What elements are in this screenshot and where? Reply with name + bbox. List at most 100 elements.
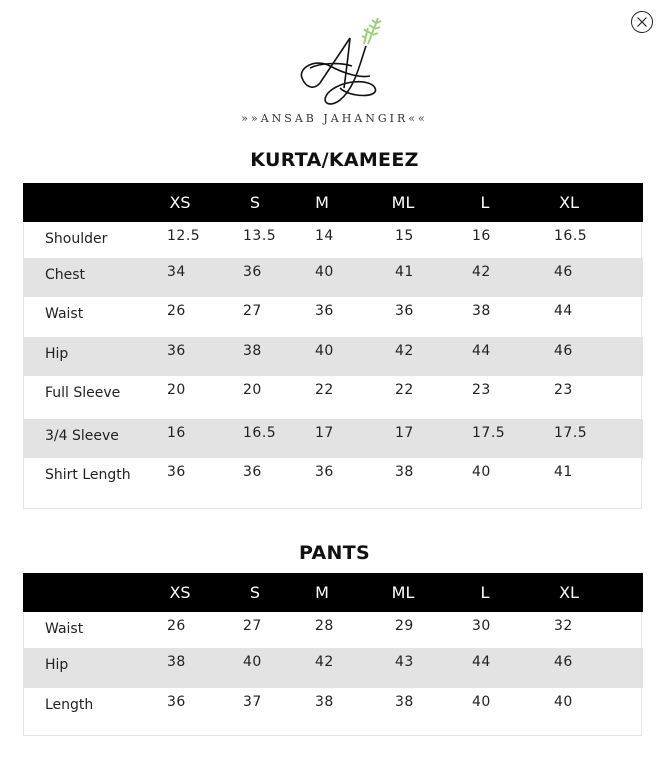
cell-xl: 44 <box>554 303 573 319</box>
cell-l: 42 <box>472 264 491 280</box>
cell-ml: 36 <box>395 303 414 319</box>
cell-s: 40 <box>243 654 262 670</box>
cell-ml: 43 <box>395 654 414 670</box>
kurta-size-table: XS S M ML L XL Shoulder 12.5 13.5 14 15 16 16.5 Chest… <box>23 183 643 509</box>
table-header: XS S M ML L XL <box>23 183 643 222</box>
row-label: 3/4 Sleeve <box>45 428 119 444</box>
pants-title: PANTS <box>299 542 370 564</box>
cell-xs: 38 <box>167 654 186 670</box>
row-label: Shoulder <box>45 231 108 247</box>
cell-xl: 41 <box>554 464 573 480</box>
cell-s: 37 <box>243 694 262 710</box>
cell-ml: 38 <box>395 464 414 480</box>
cell-l: 38 <box>472 303 491 319</box>
table-row: Waist 26 27 28 29 30 32 <box>23 612 643 648</box>
cell-ml: 17 <box>395 425 414 441</box>
header-size-l: L <box>480 583 490 602</box>
cell-m: 36 <box>315 303 334 319</box>
header-size-s: S <box>249 193 261 212</box>
cell-xl: 16.5 <box>554 228 588 244</box>
cell-xl: 46 <box>554 343 573 359</box>
table-row: Chest 34 36 40 41 42 46 <box>23 258 643 297</box>
table-row: 3/4 Sleeve 16 16.5 17 17 17.5 17.5 <box>23 419 643 458</box>
header-size-ml: ML <box>391 583 415 602</box>
cell-xs: 36 <box>167 464 186 480</box>
row-label: Waist <box>45 621 84 637</box>
cell-l: 44 <box>472 343 491 359</box>
cell-l: 40 <box>472 694 491 710</box>
cell-m: 28 <box>315 618 334 634</box>
cell-m: 38 <box>315 694 334 710</box>
cell-xs: 36 <box>167 343 186 359</box>
cell-s: 13.5 <box>243 228 277 244</box>
row-label: Full Sleeve <box>45 385 121 401</box>
cell-l: 17.5 <box>472 425 506 441</box>
table-row: Length 36 37 38 38 40 40 <box>23 688 643 735</box>
cell-l: 16 <box>472 228 491 244</box>
cell-l: 40 <box>472 464 491 480</box>
cell-m: 17 <box>315 425 334 441</box>
cell-m: 40 <box>315 343 334 359</box>
cell-l: 44 <box>472 654 491 670</box>
row-label: Shirt Length <box>45 467 131 483</box>
cell-ml: 15 <box>395 228 414 244</box>
cell-m: 36 <box>315 464 334 480</box>
cell-m: 42 <box>315 654 334 670</box>
table-row: Hip 38 40 42 43 44 46 <box>23 648 643 688</box>
cell-s: 36 <box>243 464 262 480</box>
cell-xl: 46 <box>554 654 573 670</box>
header-size-ml: ML <box>391 193 415 212</box>
table-row: Shoulder 12.5 13.5 14 15 16 16.5 <box>23 222 643 258</box>
table-row: Full Sleeve 20 20 22 22 23 23 <box>23 376 643 419</box>
header-size-xl: XL <box>559 193 579 212</box>
cell-xl: 17.5 <box>554 425 588 441</box>
cell-xs: 16 <box>167 425 186 441</box>
table-row: Waist 26 27 36 36 38 44 <box>23 297 643 337</box>
cell-xs: 20 <box>167 382 186 398</box>
cell-s: 27 <box>243 303 262 319</box>
arrow-ornament-left-icon: »» <box>241 112 261 125</box>
cell-xs: 34 <box>167 264 186 280</box>
close-icon <box>637 17 647 27</box>
cell-xs: 26 <box>167 303 186 319</box>
header-size-m: M <box>315 193 329 212</box>
cell-l: 30 <box>472 618 491 634</box>
brand-logo <box>280 8 400 110</box>
header-size-xs: XS <box>169 583 191 602</box>
cell-s: 36 <box>243 264 262 280</box>
header-size-xl: XL <box>559 583 579 602</box>
pants-size-table: XS S M ML L XL Waist 26 27 28 29 30 32 Hip 38 40 42 43 44 4… <box>23 573 643 736</box>
row-label: Waist <box>45 306 84 322</box>
cell-s: 16.5 <box>243 425 277 441</box>
cell-xl: 23 <box>554 382 573 398</box>
cell-l: 23 <box>472 382 491 398</box>
cell-ml: 42 <box>395 343 414 359</box>
cell-xs: 26 <box>167 618 186 634</box>
brand-name: »»ANSAB JAHANGIR«« <box>241 112 428 125</box>
arrow-ornament-right-icon: «« <box>408 112 428 125</box>
cell-s: 27 <box>243 618 262 634</box>
cell-s: 38 <box>243 343 262 359</box>
table-row: Hip 36 38 40 42 44 46 <box>23 337 643 376</box>
table-header: XS S M ML L XL <box>23 573 643 612</box>
row-label: Hip <box>45 657 69 673</box>
close-button[interactable] <box>631 11 653 33</box>
cell-xs: 12.5 <box>167 228 201 244</box>
cell-m: 22 <box>315 382 334 398</box>
cell-ml: 22 <box>395 382 414 398</box>
cell-m: 40 <box>315 264 334 280</box>
header-size-m: M <box>315 583 329 602</box>
table-row: Shirt Length 36 36 36 38 40 41 <box>23 458 643 508</box>
header-size-xs: XS <box>169 193 191 212</box>
header-size-l: L <box>480 193 490 212</box>
cell-xs: 36 <box>167 694 186 710</box>
header-size-s: S <box>249 583 261 602</box>
cell-m: 14 <box>315 228 334 244</box>
cell-xl: 46 <box>554 264 573 280</box>
cell-xl: 40 <box>554 694 573 710</box>
cell-ml: 38 <box>395 694 414 710</box>
cell-ml: 29 <box>395 618 414 634</box>
cell-s: 20 <box>243 382 262 398</box>
kurta-title: KURTA/KAMEEZ <box>250 149 419 171</box>
cell-xl: 32 <box>554 618 573 634</box>
